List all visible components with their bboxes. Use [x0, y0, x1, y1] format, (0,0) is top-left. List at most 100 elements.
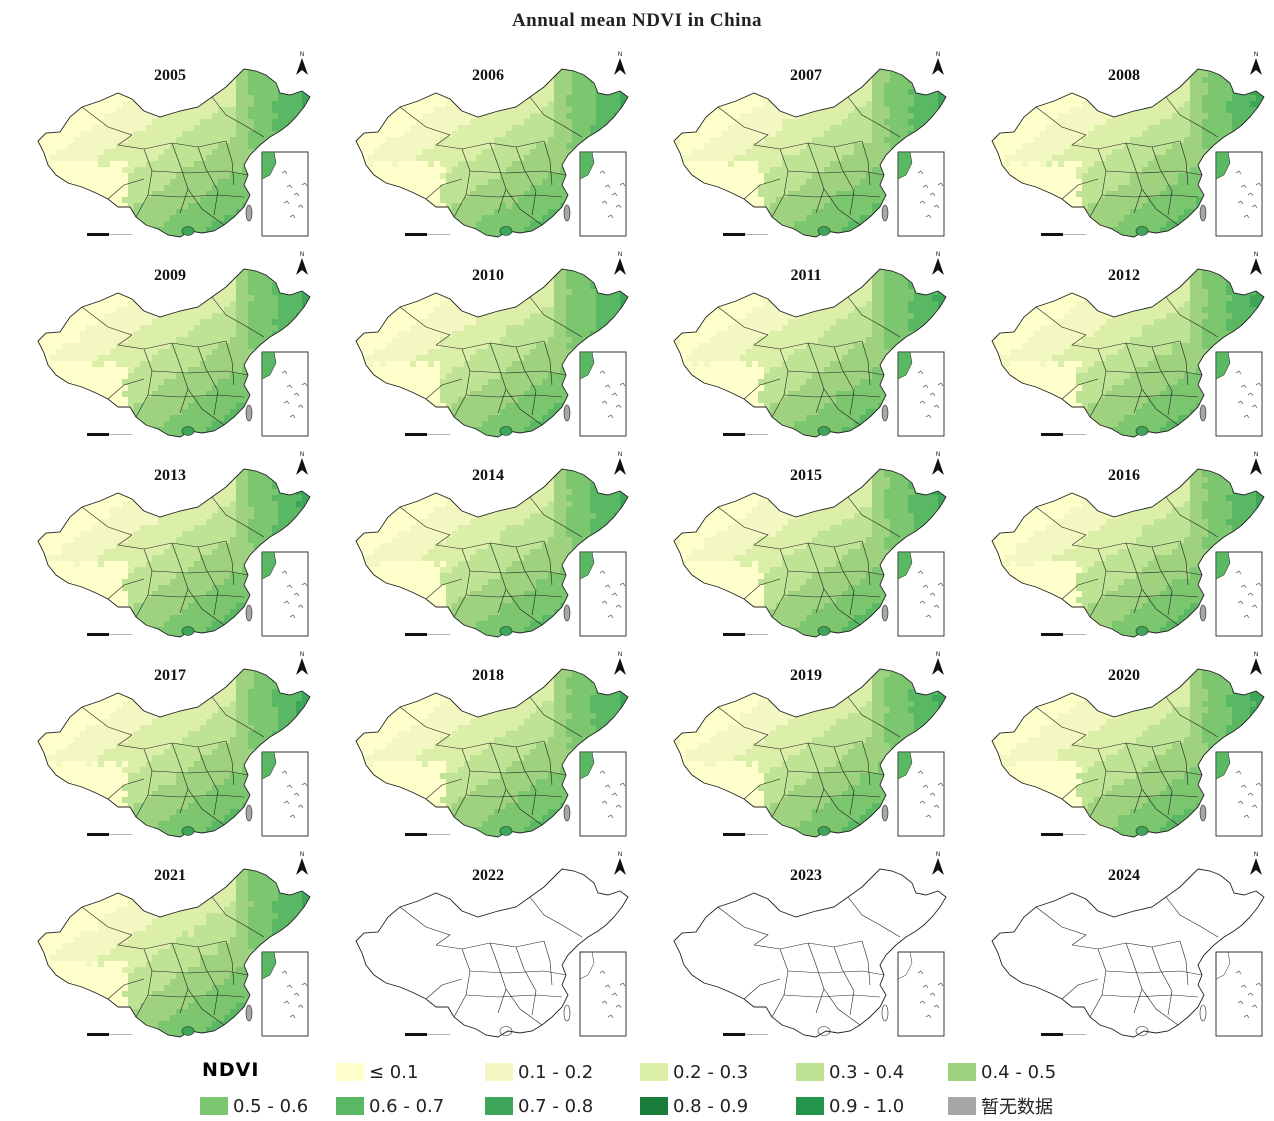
north-label: N — [300, 252, 304, 258]
legend-item: 0.7 - 0.8 — [485, 1095, 593, 1117]
legend-label: 0.9 - 1.0 — [829, 1096, 904, 1117]
north-label: N — [1254, 252, 1258, 258]
china-map — [991, 668, 1265, 838]
map-panel-2010: 2010 N — [330, 245, 646, 445]
north-label: N — [618, 252, 622, 258]
north-arrow-icon: N — [295, 49, 309, 77]
north-arrow-icon: N — [295, 449, 309, 477]
page-title: Annual mean NDVI in China — [0, 10, 1274, 32]
legend-label: 0.3 - 0.4 — [829, 1062, 904, 1083]
legend-swatch — [796, 1063, 824, 1081]
year-label: 2008 — [966, 67, 1274, 85]
china-map — [991, 468, 1265, 638]
map-panel-2024: 2024 N — [966, 845, 1274, 1045]
north-label: N — [1254, 52, 1258, 58]
china-map — [673, 668, 947, 838]
legend-swatch — [948, 1063, 976, 1081]
legend-swatch — [200, 1097, 228, 1115]
china-map — [355, 668, 629, 838]
north-arrow-icon: N — [1249, 449, 1263, 477]
china-map — [673, 468, 947, 638]
map-panel-2011: 2011 N — [648, 245, 964, 445]
legend-swatch — [485, 1063, 513, 1081]
north-label: N — [1254, 852, 1258, 858]
north-arrow-icon: N — [1249, 249, 1263, 277]
north-label: N — [300, 52, 304, 58]
year-label: 2007 — [648, 67, 964, 85]
china-map — [37, 68, 311, 238]
map-panel-2023: 2023 N — [648, 845, 964, 1045]
year-label: 2010 — [330, 267, 646, 285]
map-panel-2020: 2020 N — [966, 645, 1274, 845]
legend-item: ≤ 0.1 — [336, 1061, 418, 1083]
legend: NDVI ≤ 0.1 0.1 - 0.2 0.2 - 0.3 0.3 - 0.4 0.4… — [200, 1055, 1260, 1121]
legend-label: ≤ 0.1 — [369, 1062, 418, 1083]
legend-label: 0.5 - 0.6 — [233, 1096, 308, 1117]
year-label: 2011 — [648, 267, 964, 285]
year-label: 2023 — [648, 867, 964, 885]
north-label: N — [618, 452, 622, 458]
map-panel-2018: 2018 N — [330, 645, 646, 845]
legend-swatch — [336, 1097, 364, 1115]
legend-item: 0.4 - 0.5 — [948, 1061, 1056, 1083]
china-map — [355, 68, 629, 238]
year-label: 2012 — [966, 267, 1274, 285]
legend-item: 0.8 - 0.9 — [640, 1095, 748, 1117]
legend-label: 0.1 - 0.2 — [518, 1062, 593, 1083]
north-arrow-icon: N — [931, 649, 945, 677]
north-label: N — [936, 852, 940, 858]
map-grid: 2005 N 2006 N 2007 N 2008 N 2009 N 2010 N 2011 N 2012 N… — [12, 45, 1274, 1045]
china-map — [37, 868, 311, 1038]
legend-swatch — [640, 1097, 668, 1115]
legend-label: 0.7 - 0.8 — [518, 1096, 593, 1117]
legend-item: 暂无数据 — [948, 1093, 1053, 1119]
year-label: 2009 — [12, 267, 328, 285]
north-label: N — [936, 52, 940, 58]
legend-swatch — [485, 1097, 513, 1115]
china-map — [673, 68, 947, 238]
map-panel-2021: 2021 N — [12, 845, 328, 1045]
china-map — [673, 268, 947, 438]
map-panel-2019: 2019 N — [648, 645, 964, 845]
legend-item: 0.1 - 0.2 — [485, 1061, 593, 1083]
legend-label: 0.4 - 0.5 — [981, 1062, 1056, 1083]
north-label: N — [618, 52, 622, 58]
year-label: 2019 — [648, 667, 964, 685]
north-label: N — [300, 452, 304, 458]
china-map — [355, 268, 629, 438]
north-arrow-icon: N — [931, 849, 945, 877]
north-label: N — [1254, 452, 1258, 458]
map-panel-2016: 2016 N — [966, 445, 1274, 645]
map-panel-2007: 2007 N — [648, 45, 964, 245]
north-arrow-icon: N — [931, 449, 945, 477]
map-panel-2013: 2013 N — [12, 445, 328, 645]
north-arrow-icon: N — [295, 649, 309, 677]
north-label: N — [618, 852, 622, 858]
year-label: 2006 — [330, 67, 646, 85]
map-panel-2017: 2017 N — [12, 645, 328, 845]
north-arrow-icon: N — [1249, 649, 1263, 677]
year-label: 2015 — [648, 467, 964, 485]
legend-item: 0.6 - 0.7 — [336, 1095, 444, 1117]
map-panel-2006: 2006 N — [330, 45, 646, 245]
legend-swatch — [336, 1063, 364, 1081]
year-label: 2021 — [12, 867, 328, 885]
legend-swatch — [796, 1097, 824, 1115]
north-label: N — [300, 652, 304, 658]
china-map — [37, 668, 311, 838]
legend-item: 0.2 - 0.3 — [640, 1061, 748, 1083]
map-panel-2005: 2005 N — [12, 45, 328, 245]
year-label: 2022 — [330, 867, 646, 885]
north-arrow-icon: N — [613, 449, 627, 477]
north-arrow-icon: N — [613, 249, 627, 277]
north-arrow-icon: N — [931, 249, 945, 277]
north-arrow-icon: N — [295, 249, 309, 277]
legend-label: 暂无数据 — [981, 1093, 1053, 1119]
map-panel-2022: 2022 N — [330, 845, 646, 1045]
north-label: N — [936, 652, 940, 658]
legend-item: 0.9 - 1.0 — [796, 1095, 904, 1117]
china-map — [991, 268, 1265, 438]
legend-swatch — [948, 1097, 976, 1115]
north-label: N — [1254, 652, 1258, 658]
year-label: 2016 — [966, 467, 1274, 485]
